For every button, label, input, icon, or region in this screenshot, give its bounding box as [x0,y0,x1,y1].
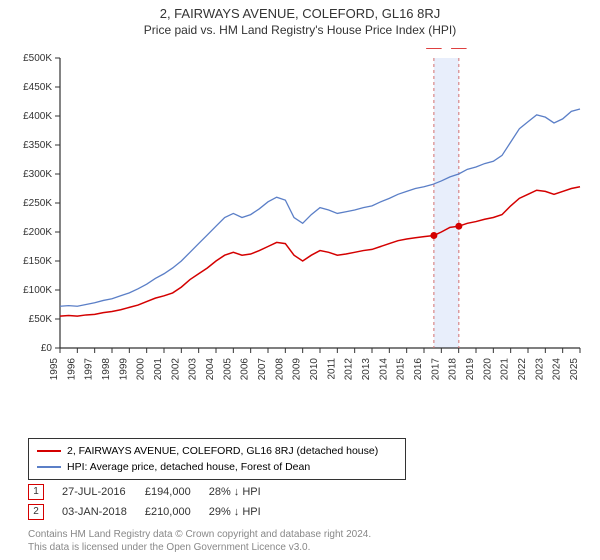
chart-title-address: 2, FAIRWAYS AVENUE, COLEFORD, GL16 8RJ [0,6,600,21]
svg-text:2018: 2018 [448,358,459,381]
svg-text:£500K: £500K [23,53,52,64]
footer-line1: Contains HM Land Registry data © Crown c… [28,528,371,541]
svg-text:2009: 2009 [292,358,303,381]
transaction-delta: 29% ↓ HPI [209,502,279,522]
legend-label: HPI: Average price, detached house, Fore… [67,459,310,475]
svg-text:£450K: £450K [23,82,52,93]
svg-text:2024: 2024 [552,358,563,381]
svg-text:£200K: £200K [23,227,52,238]
svg-text:2017: 2017 [430,358,441,381]
svg-text:2015: 2015 [396,358,407,381]
transaction-price: £210,000 [145,502,209,522]
transaction-table: 1 27-JUL-2016£194,00028% ↓ HPI 2 03-JAN-201… [28,482,279,522]
svg-text:£150K: £150K [23,256,52,267]
svg-text:1995: 1995 [49,358,60,381]
svg-text:1999: 1999 [118,358,129,381]
chart-title-subtitle: Price paid vs. HM Land Registry's House … [0,23,600,37]
svg-text:£250K: £250K [23,198,52,209]
svg-text:2007: 2007 [257,358,268,381]
svg-text:2016: 2016 [413,358,424,381]
transaction-date: 03-JAN-2018 [62,502,145,522]
svg-text:2013: 2013 [361,358,372,381]
svg-text:2002: 2002 [170,358,181,381]
svg-text:2004: 2004 [205,358,216,381]
svg-text:2006: 2006 [240,358,251,381]
transaction-marker: 2 [28,504,44,520]
svg-text:2023: 2023 [534,358,545,381]
legend-row: 2, FAIRWAYS AVENUE, COLEFORD, GL16 8RJ (… [37,443,397,459]
svg-text:2012: 2012 [344,358,355,381]
transaction-date: 27-JUL-2016 [62,482,145,502]
svg-text:2014: 2014 [378,358,389,381]
svg-text:2005: 2005 [222,358,233,381]
svg-text:2010: 2010 [309,358,320,381]
svg-text:2025: 2025 [569,358,580,381]
transaction-marker: 1 [28,484,44,500]
legend-label: 2, FAIRWAYS AVENUE, COLEFORD, GL16 8RJ (… [67,443,378,459]
svg-text:£100K: £100K [23,285,52,296]
legend-row: HPI: Average price, detached house, Fore… [37,459,397,475]
footer-line2: This data is licensed under the Open Gov… [28,541,371,554]
transaction-delta: 28% ↓ HPI [209,482,279,502]
svg-text:£50K: £50K [29,314,53,325]
svg-text:£400K: £400K [23,111,52,122]
svg-text:2020: 2020 [482,358,493,381]
svg-text:2022: 2022 [517,358,528,381]
chart-titles: 2, FAIRWAYS AVENUE, COLEFORD, GL16 8RJ P… [0,0,600,37]
table-row: 2 03-JAN-2018£210,00029% ↓ HPI [28,502,279,522]
svg-text:2021: 2021 [500,358,511,381]
svg-text:2001: 2001 [153,358,164,381]
svg-text:1998: 1998 [101,358,112,381]
svg-text:2000: 2000 [136,358,147,381]
svg-text:£350K: £350K [23,140,52,151]
svg-text:1997: 1997 [84,358,95,381]
svg-text:2011: 2011 [326,358,337,380]
legend-swatch [37,450,61,452]
svg-text:£0: £0 [41,343,53,354]
transaction-price: £194,000 [145,482,209,502]
table-row: 1 27-JUL-2016£194,00028% ↓ HPI [28,482,279,502]
price-chart: £0 £50K £100K £150K £200K £250K £300K £350K £400… [10,48,590,428]
attribution-footer: Contains HM Land Registry data © Crown c… [28,528,371,554]
svg-text:2019: 2019 [465,358,476,381]
chart-legend: 2, FAIRWAYS AVENUE, COLEFORD, GL16 8RJ (… [28,438,406,480]
svg-text:2008: 2008 [274,358,285,381]
svg-text:£300K: £300K [23,169,52,180]
svg-text:1996: 1996 [66,358,77,381]
legend-swatch [37,466,61,468]
svg-text:2003: 2003 [188,358,199,381]
